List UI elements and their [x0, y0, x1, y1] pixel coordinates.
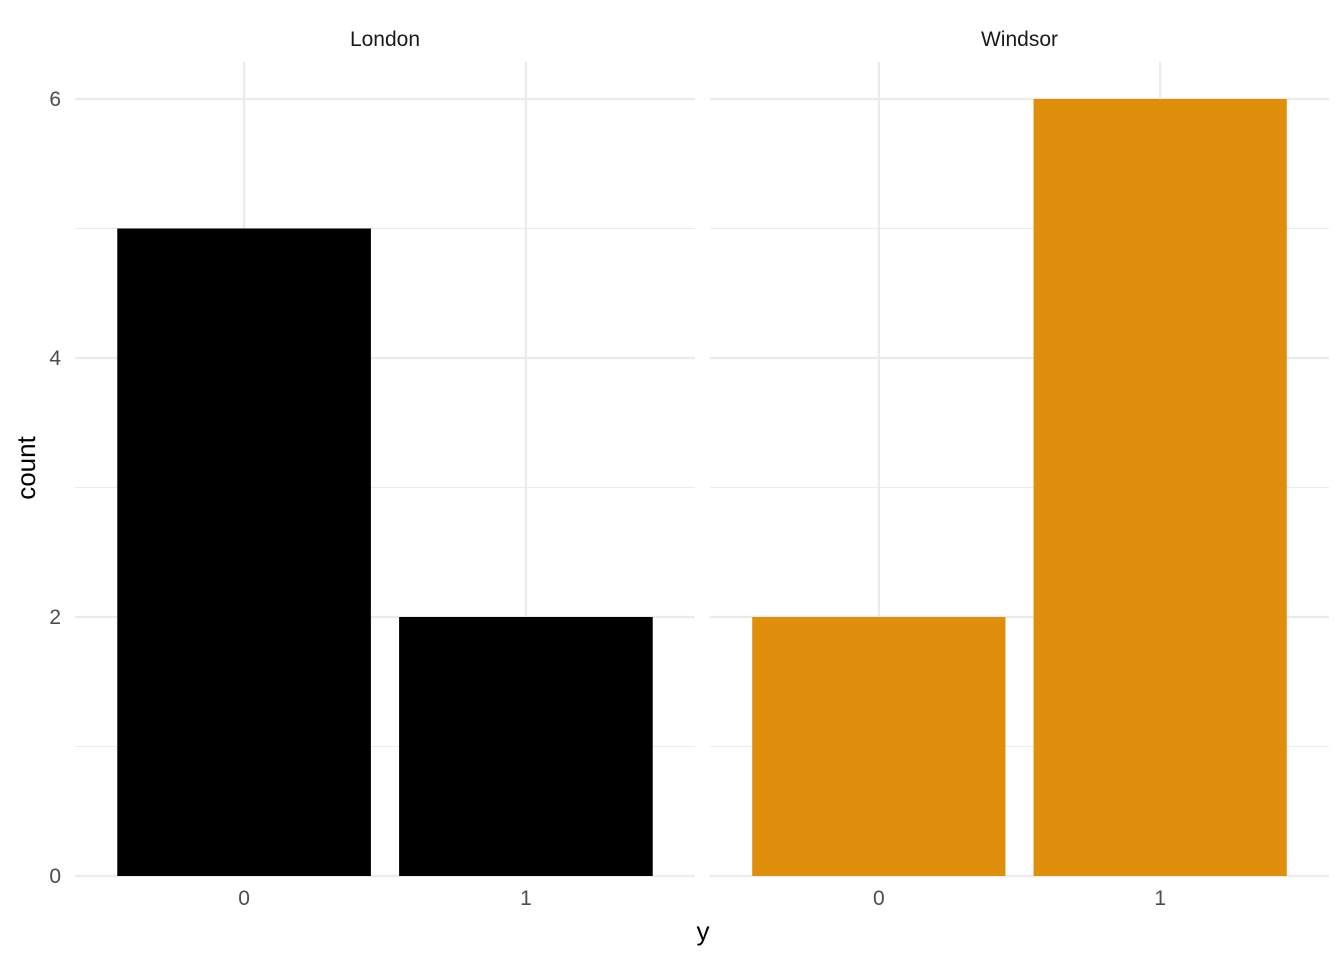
bar-windsor-1 [1033, 99, 1287, 876]
bar-london-1 [399, 617, 653, 876]
y-tick-label: 0 [49, 865, 61, 888]
x-axis-title: y [697, 916, 710, 946]
x-tick-label: 0 [873, 887, 885, 910]
y-axis-title: count [11, 435, 41, 499]
x-tick-label: 1 [520, 887, 532, 910]
y-tick-label: 2 [49, 606, 61, 629]
facet-panel-london: 0 1 London [75, 28, 695, 910]
x-tick-label: 1 [1154, 887, 1166, 910]
y-tick-label: 6 [49, 88, 61, 111]
facet-label: London [350, 28, 420, 51]
facet-label: Windsor [981, 28, 1058, 51]
x-tick-label: 0 [238, 887, 250, 910]
bar-london-0 [117, 228, 371, 876]
bar-windsor-0 [752, 617, 1006, 876]
facet-panel-windsor: 0 1 Windsor [710, 28, 1329, 910]
y-tick-label: 4 [49, 347, 61, 370]
